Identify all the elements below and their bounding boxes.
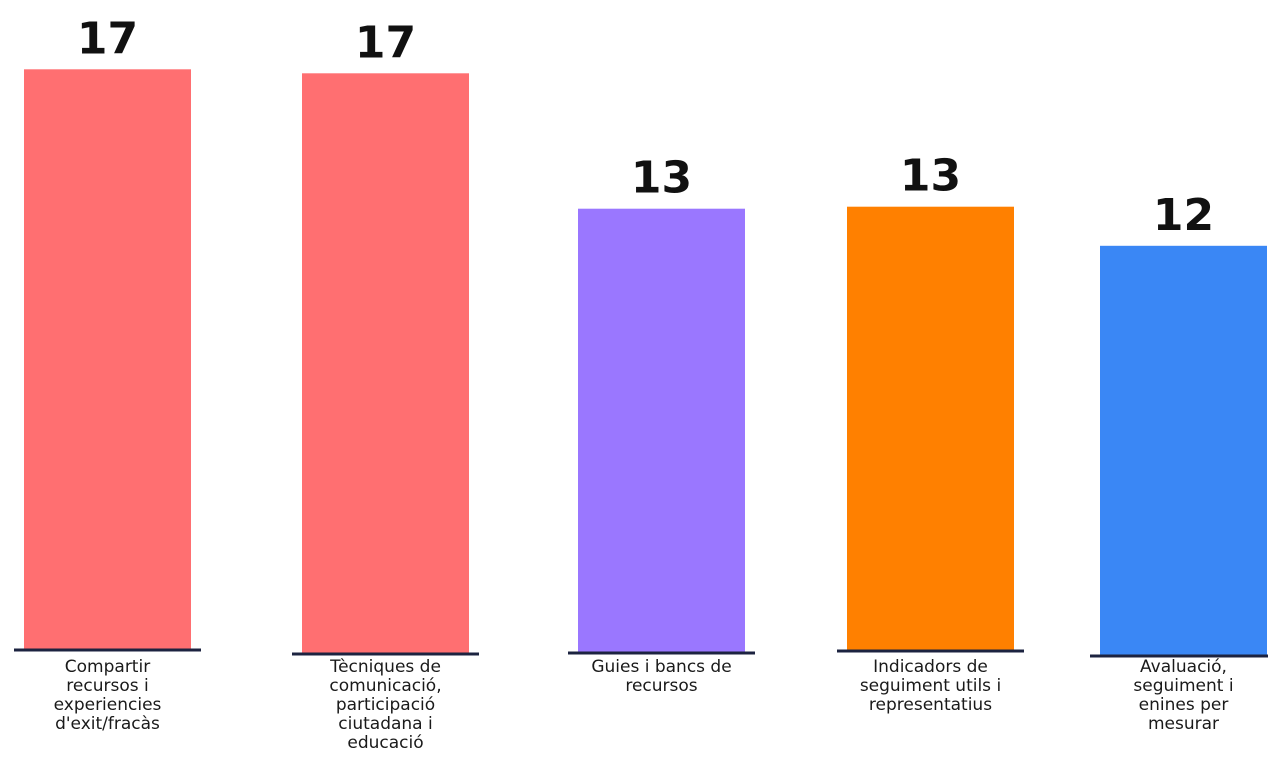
category-label-4: Indicadors de seguiment utils i represen… [859, 657, 1002, 715]
category-label-2: Tècniques de comunicació, participació c… [329, 657, 442, 753]
value-label-5: 12 [1153, 190, 1214, 241]
category-label-3: Guies i bancs de recursos [591, 657, 732, 696]
category-label-5: Avaluació, seguiment i enines per mesura… [1133, 657, 1234, 734]
value-label-4: 13 [900, 151, 961, 202]
value-label-3: 13 [631, 153, 692, 204]
bar-3 [578, 208, 745, 652]
category-label-1: Compartir recursos i experiencies d'exit… [53, 657, 162, 734]
value-label-1: 17 [77, 13, 138, 64]
bar-1 [24, 69, 191, 650]
bar-4 [847, 206, 1014, 650]
value-label-2: 17 [355, 17, 416, 68]
bar-2 [302, 73, 469, 654]
bar-5 [1100, 245, 1267, 656]
